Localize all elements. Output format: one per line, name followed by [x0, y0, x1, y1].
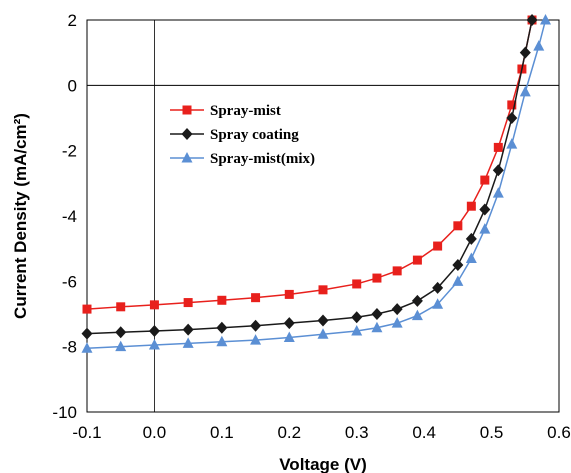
data-point — [217, 295, 227, 305]
data-point — [81, 342, 93, 353]
data-point — [81, 327, 93, 340]
data-point — [392, 266, 402, 276]
legend-marker — [182, 105, 192, 115]
x-tick-label: 0.6 — [547, 423, 571, 442]
data-point — [493, 142, 503, 152]
legend-label: Spray coating — [210, 127, 299, 143]
data-point — [115, 340, 127, 352]
x-axis-title: Voltage (V) — [279, 455, 367, 473]
x-tick-label: 0.5 — [480, 423, 504, 442]
x-tick-label: 0.2 — [277, 423, 301, 442]
y-tick-label: -10 — [52, 403, 77, 422]
y-tick-label: -2 — [62, 142, 77, 161]
legend-marker — [181, 152, 193, 163]
data-point — [183, 298, 193, 308]
data-point — [182, 323, 194, 336]
data-point — [492, 187, 504, 198]
data-point — [251, 293, 261, 303]
legend-label: Spray-mist — [210, 103, 281, 119]
data-point — [465, 232, 477, 245]
data-point — [433, 241, 443, 251]
data-point — [351, 311, 363, 324]
series-1 — [82, 15, 537, 314]
data-point — [115, 326, 127, 339]
data-point — [479, 223, 491, 234]
data-point — [411, 309, 423, 321]
x-tick-label: -0.1 — [72, 423, 101, 442]
data-point — [148, 324, 160, 337]
data-point — [216, 335, 228, 347]
y-tick-label: 0 — [68, 76, 77, 95]
data-point — [466, 201, 476, 211]
data-point — [284, 289, 294, 299]
data-point — [506, 112, 518, 124]
data-point — [116, 302, 126, 312]
data-point — [148, 339, 160, 350]
legend-label: Spray-mist(mix) — [210, 151, 315, 167]
data-point — [149, 300, 159, 310]
legend: Spray-mist Spray coating Spray-mist(mix) — [170, 103, 315, 167]
data-point — [526, 14, 538, 26]
data-point — [492, 164, 504, 177]
data-point — [371, 308, 383, 320]
legend-item: Spray-mist(mix) — [170, 151, 315, 167]
data-point — [352, 279, 362, 289]
data-point — [519, 46, 531, 59]
data-point — [540, 14, 552, 25]
data-point — [411, 294, 423, 307]
legend-item: Spray coating — [170, 127, 299, 143]
data-point — [391, 303, 403, 316]
data-point — [371, 321, 383, 333]
data-point — [82, 304, 92, 314]
data-point — [182, 337, 194, 348]
data-point — [432, 298, 444, 309]
data-point — [317, 328, 329, 339]
x-tick-label: 0.4 — [412, 423, 436, 442]
data-point — [372, 273, 382, 283]
data-point — [533, 40, 545, 51]
series-line — [86, 19, 533, 310]
data-point — [465, 252, 477, 263]
data-point — [283, 317, 295, 330]
series-layer — [81, 14, 552, 353]
data-point — [250, 319, 262, 332]
y-axis-title: Current Density (mA/cm²) — [11, 113, 30, 319]
data-point — [506, 138, 518, 149]
y-tick-label: -4 — [62, 207, 77, 226]
data-point — [351, 324, 363, 336]
data-point — [480, 175, 490, 185]
x-tick-label: 0.0 — [143, 423, 167, 442]
data-point — [250, 334, 262, 345]
y-tick-label: -6 — [62, 272, 77, 291]
data-point — [519, 85, 531, 97]
data-point — [391, 317, 403, 328]
data-point — [432, 281, 444, 294]
y-tick-label: -8 — [62, 338, 77, 357]
x-tick-label: 0.3 — [345, 423, 369, 442]
plot-area — [86, 19, 560, 413]
legend-marker — [181, 128, 193, 140]
data-point — [317, 314, 329, 327]
tick-labels: -0.1 0.0 0.1 0.2 0.3 0.4 0.5 0.6 2 0 -2 -4 -6 -8 -10 — [52, 11, 570, 442]
data-point — [479, 203, 491, 216]
series-3 — [81, 14, 552, 353]
data-point — [318, 285, 328, 295]
data-point — [216, 321, 228, 334]
series-2 — [81, 14, 538, 340]
data-point — [452, 259, 464, 271]
legend-item: Spray-mist — [170, 103, 281, 119]
data-point — [412, 255, 422, 265]
data-point — [507, 100, 517, 110]
y-tick-label: 2 — [68, 11, 77, 30]
data-point — [283, 331, 295, 343]
data-point — [452, 275, 464, 286]
series-line — [86, 19, 533, 335]
data-point — [453, 221, 463, 231]
x-tick-label: 0.1 — [210, 423, 234, 442]
